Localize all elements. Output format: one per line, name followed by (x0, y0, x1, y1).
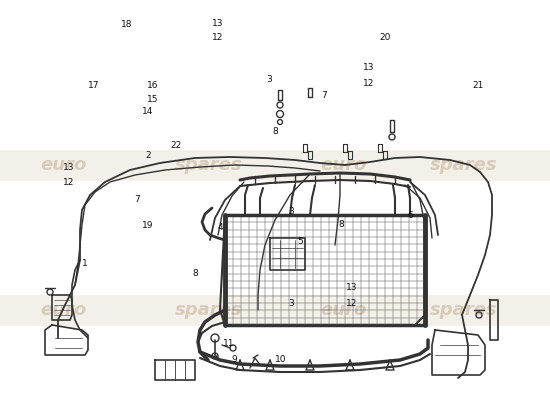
Text: euro: euro (320, 301, 366, 319)
Text: 19: 19 (142, 222, 153, 230)
Text: 18: 18 (121, 20, 132, 29)
Text: 8: 8 (192, 270, 198, 278)
Text: 20: 20 (379, 34, 390, 42)
Text: 16: 16 (147, 82, 158, 90)
Text: 5: 5 (297, 238, 302, 246)
Text: 21: 21 (473, 82, 484, 90)
Text: spares: spares (175, 301, 243, 319)
Text: 12: 12 (346, 300, 358, 308)
Text: 13: 13 (363, 64, 374, 72)
Text: 13: 13 (63, 164, 74, 172)
Text: 15: 15 (147, 95, 158, 104)
Text: euro: euro (320, 156, 366, 174)
Text: 11: 11 (223, 340, 234, 348)
Text: 8: 8 (338, 220, 344, 228)
Text: 2: 2 (146, 152, 151, 160)
Text: 12: 12 (63, 178, 74, 186)
Text: 6: 6 (407, 212, 412, 220)
Text: spares: spares (430, 301, 498, 319)
Text: 13: 13 (212, 19, 223, 28)
Text: euro: euro (40, 301, 86, 319)
Text: 9: 9 (231, 356, 236, 364)
Text: 17: 17 (88, 82, 99, 90)
Text: 12: 12 (363, 80, 374, 88)
Text: 4: 4 (217, 224, 223, 232)
Text: 7: 7 (322, 92, 327, 100)
Text: 14: 14 (142, 108, 153, 116)
Text: spares: spares (430, 156, 498, 174)
Text: 8: 8 (272, 128, 278, 136)
Text: 13: 13 (346, 284, 358, 292)
Text: spares: spares (175, 156, 243, 174)
Text: 1: 1 (82, 260, 88, 268)
Text: euro: euro (40, 156, 86, 174)
Text: 3: 3 (267, 76, 272, 84)
Text: 3: 3 (289, 300, 294, 308)
Text: 7: 7 (135, 196, 140, 204)
Text: 12: 12 (212, 34, 223, 42)
Text: 3: 3 (289, 208, 294, 216)
Text: 22: 22 (170, 142, 182, 150)
Text: 10: 10 (275, 356, 286, 364)
